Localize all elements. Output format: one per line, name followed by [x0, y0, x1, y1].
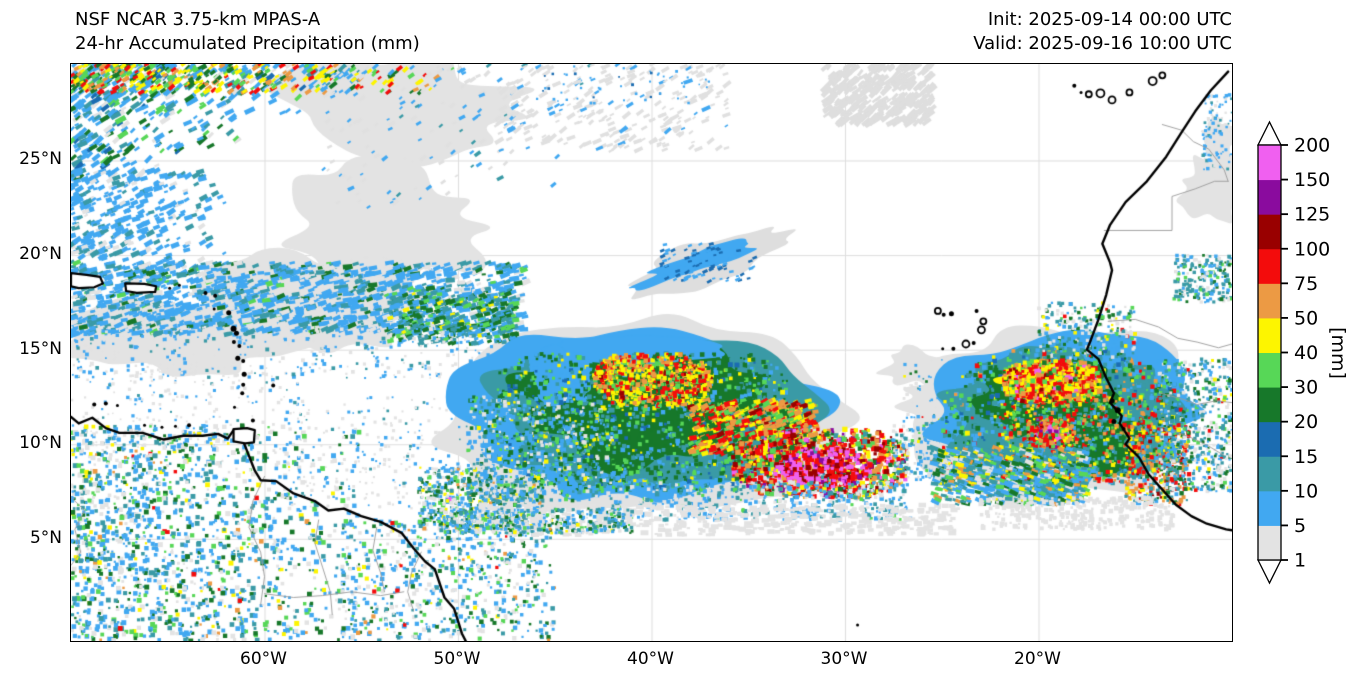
- product-title: 24-hr Accumulated Precipitation (mm): [75, 33, 420, 54]
- time-block: Init: 2025-09-14 00:00 UTC Valid: 2025-0…: [973, 8, 1232, 56]
- colorbar-segment: [1258, 421, 1281, 457]
- y-tick-label: 10°N: [19, 433, 62, 454]
- x-tick-label: 50°W: [433, 649, 481, 669]
- colorbar-tick-label: 5: [1294, 515, 1306, 537]
- colorbar-segment: [1258, 490, 1281, 526]
- colorbar-tick-label: 125: [1294, 204, 1330, 226]
- colorbar-tick-label: 30: [1294, 377, 1318, 399]
- colorbar-tick-label: 1: [1294, 550, 1306, 572]
- valid-time: Valid: 2025-09-16 10:00 UTC: [973, 33, 1232, 54]
- colorbar-segment: [1258, 317, 1281, 353]
- colorbar-tick-label: 20: [1294, 411, 1318, 433]
- colorbar-segment: [1258, 145, 1281, 181]
- colorbar-tick-label: 100: [1294, 238, 1330, 260]
- init-time: Init: 2025-09-14 00:00 UTC: [987, 9, 1232, 30]
- colorbar-segment: [1258, 387, 1281, 423]
- colorbar-tick-label: 15: [1294, 446, 1318, 468]
- colorbar-segment: [1258, 283, 1281, 319]
- colorbar-tick-label: 75: [1294, 273, 1318, 295]
- colorbar-units-label: [mm]: [1327, 327, 1349, 379]
- x-tick-label: 60°W: [240, 649, 287, 669]
- y-tick-label: 15°N: [19, 338, 62, 359]
- colorbar-under-arrow: [1256, 559, 1283, 585]
- colorbar-tick-label: 200: [1294, 135, 1330, 157]
- colorbar-segment: [1258, 525, 1281, 561]
- y-tick-label: 25°N: [19, 149, 62, 170]
- colorbar-tick-label: 10: [1294, 480, 1318, 502]
- x-tick-label: 20°W: [1014, 649, 1061, 669]
- colorbar-segment: [1258, 179, 1281, 215]
- colorbar-segment: [1258, 456, 1281, 492]
- colorbar-tick-label: 40: [1294, 342, 1318, 364]
- colorbar-segment: [1258, 248, 1281, 284]
- map-frame: [70, 63, 1233, 642]
- colorbar-segment: [1258, 352, 1281, 388]
- model-title: NSF NCAR 3.75-km MPAS-A: [75, 9, 321, 30]
- colorbar-tick-label: 150: [1294, 169, 1330, 191]
- y-tick-label: 20°N: [19, 244, 62, 265]
- colorbar-tick-label: 50: [1294, 307, 1318, 329]
- x-tick-label: 40°W: [627, 649, 674, 669]
- title-block: NSF NCAR 3.75-km MPAS-A 24-hr Accumulate…: [75, 8, 420, 56]
- y-tick-label: 5°N: [29, 527, 62, 548]
- colorbar-over-arrow: [1256, 120, 1283, 146]
- precipitation-map-canvas: [71, 64, 1232, 641]
- x-tick-label: 30°W: [820, 649, 868, 669]
- colorbar-segment: [1258, 214, 1281, 250]
